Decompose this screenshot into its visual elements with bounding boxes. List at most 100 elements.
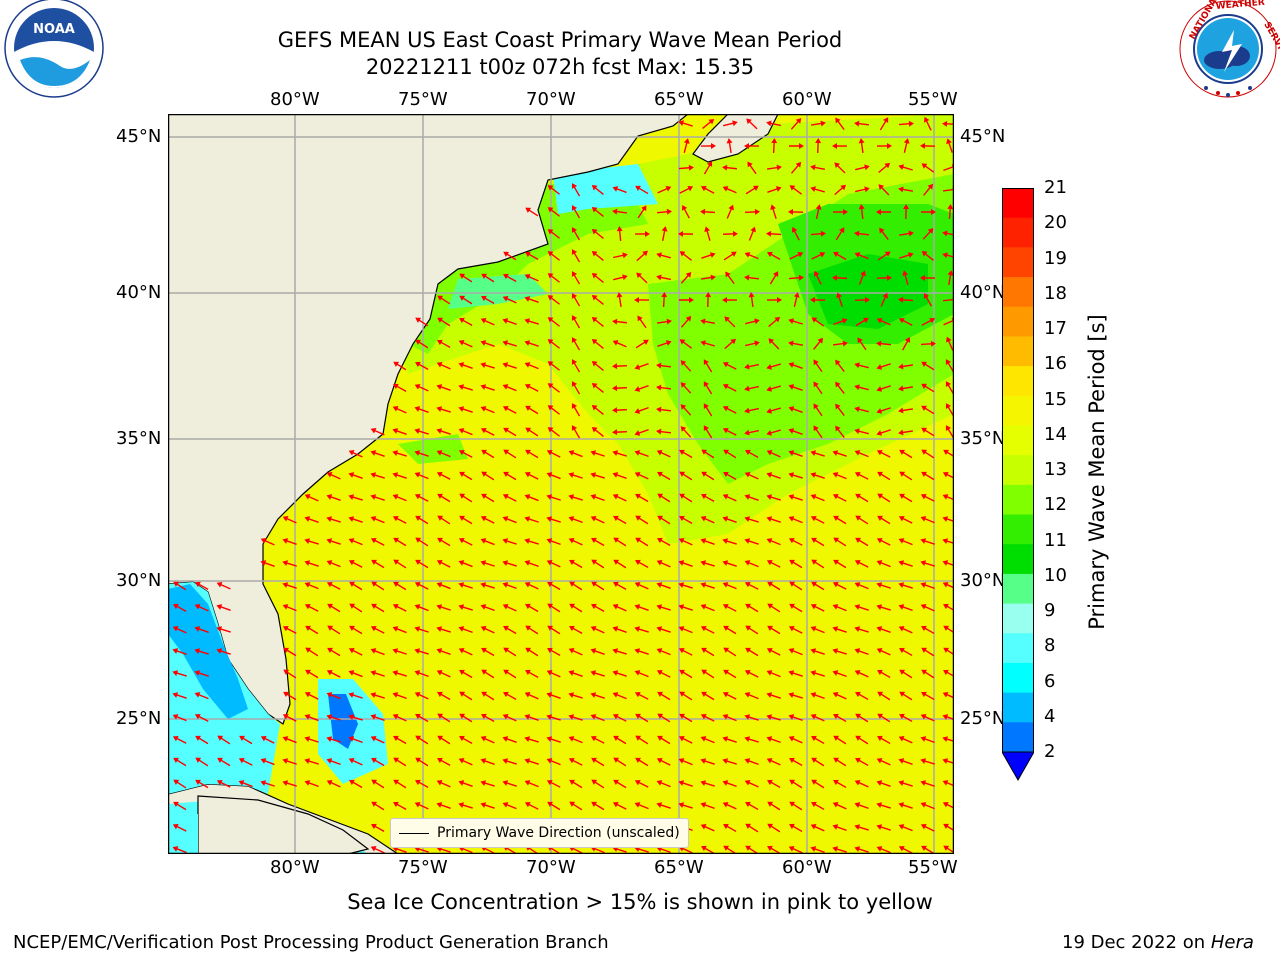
colorbar-tick-label: 11 [1044,529,1067,551]
wave-direction-arrow [613,735,627,745]
wave-direction-arrow [876,429,891,436]
wave-direction-arrow [590,714,605,722]
wave-direction-arrow [920,780,935,787]
wave-direction-arrow [700,824,715,832]
wave-direction-arrow [898,626,913,634]
wave-direction-arrow [942,714,954,722]
wave-direction-arrow [480,318,495,326]
wave-direction-arrow [524,340,539,347]
wave-direction-arrow [393,383,407,393]
wave-direction-arrow [921,625,935,635]
wave-direction-arrow [547,581,561,591]
wave-direction-arrow [458,560,473,568]
wave-direction-arrow [766,385,781,392]
wave-direction-arrow [705,292,712,308]
wave-direction-arrow [793,292,800,307]
wave-direction-arrow [458,362,473,369]
wave-direction-arrow [370,450,385,457]
wave-direction-arrow [878,184,890,196]
wave-direction-arrow [854,406,869,413]
wave-direction-arrow [942,471,954,480]
map-legend: Primary Wave Direction (unscaled) [390,818,689,848]
wave-direction-arrow [481,449,495,459]
wave-direction-arrow [571,359,581,373]
colorbar-tick-label: 13 [1044,459,1067,480]
wave-direction-arrow [832,208,848,215]
wave-direction-arrow [723,823,737,833]
colorbar-segment [1002,484,1034,516]
wave-direction-arrow [832,824,847,832]
colorbar-tick-label: 18 [1044,282,1067,304]
wave-direction-arrow [525,405,539,415]
wave-direction-arrow [194,692,209,700]
colorbar-segment [1002,306,1034,337]
wave-direction-arrow [635,339,649,349]
wave-direction-arrow [879,117,889,131]
wave-direction-arrow [480,582,495,589]
wave-direction-arrow [921,449,935,459]
wave-direction-arrow [898,515,913,524]
wave-direction-arrow [173,603,187,613]
wave-direction-arrow [459,273,473,283]
map-panel[interactable]: Primary Wave Direction (unscaled) [168,114,954,854]
wave-direction-arrow [789,801,803,811]
wave-direction-arrow [172,735,187,744]
wave-direction-arrow [436,406,451,413]
wave-direction-arrow [945,359,954,373]
wave-direction-arrow [788,670,803,677]
wave-direction-arrow [612,208,628,215]
wave-direction-arrow [590,648,605,655]
wave-direction-arrow [854,362,869,369]
wave-direction-arrow [855,713,869,723]
wave-direction-arrow [326,538,341,545]
wave-direction-arrow [348,692,363,699]
wave-direction-arrow [680,360,692,372]
wave-direction-arrow [656,802,671,809]
wave-direction-arrow [722,494,737,502]
colorbar-segment [1002,247,1034,278]
wave-direction-arrow [591,581,605,591]
wave-direction-arrow [898,120,914,127]
wave-direction-arrow [502,296,517,304]
wave-direction-arrow [789,581,803,591]
wave-direction-arrow [790,117,802,130]
wave-direction-arrow [854,648,869,656]
wave-direction-arrow [458,340,473,348]
wave-direction-arrow [612,186,627,194]
wave-direction-arrow [766,670,781,678]
land-cuba-top [197,795,370,854]
wave-direction-arrow [525,427,539,437]
period-zone-coast-mint [448,274,548,309]
wave-direction-arrow [702,118,715,129]
colorbar-tick-label: 15 [1044,388,1067,410]
wave-direction-arrow [854,296,870,303]
wave-direction-arrow [612,604,627,612]
wave-direction-arrow [858,270,866,285]
wave-direction-arrow [788,406,803,413]
wave-direction-arrow [766,758,781,766]
wave-direction-arrow [943,823,954,833]
wave-direction-arrow [723,669,737,679]
wave-direction-arrow [547,405,560,415]
wave-direction-arrow [415,757,429,767]
wave-direction-arrow [547,339,560,349]
wave-direction-arrow [392,714,407,722]
wave-direction-arrow [524,383,539,392]
wave-direction-arrow [637,315,647,329]
wave-direction-arrow [854,802,869,810]
wave-direction-arrow [524,274,539,282]
wave-direction-arrow [921,647,935,657]
wave-direction-arrow [172,692,187,699]
wave-direction-arrow [744,472,759,480]
wave-direction-arrow [876,142,892,149]
lon-label-top: 70°W [526,89,576,110]
colorbar-segment [1002,514,1034,545]
wave-direction-arrow [525,251,539,261]
wave-direction-arrow [766,714,781,721]
wave-direction-arrow [680,404,692,416]
wave-direction-arrow [832,274,848,281]
wave-direction-arrow [811,581,825,591]
wave-direction-arrow [458,802,473,809]
wave-direction-arrow [788,846,803,854]
wave-direction-arrow [525,625,539,635]
